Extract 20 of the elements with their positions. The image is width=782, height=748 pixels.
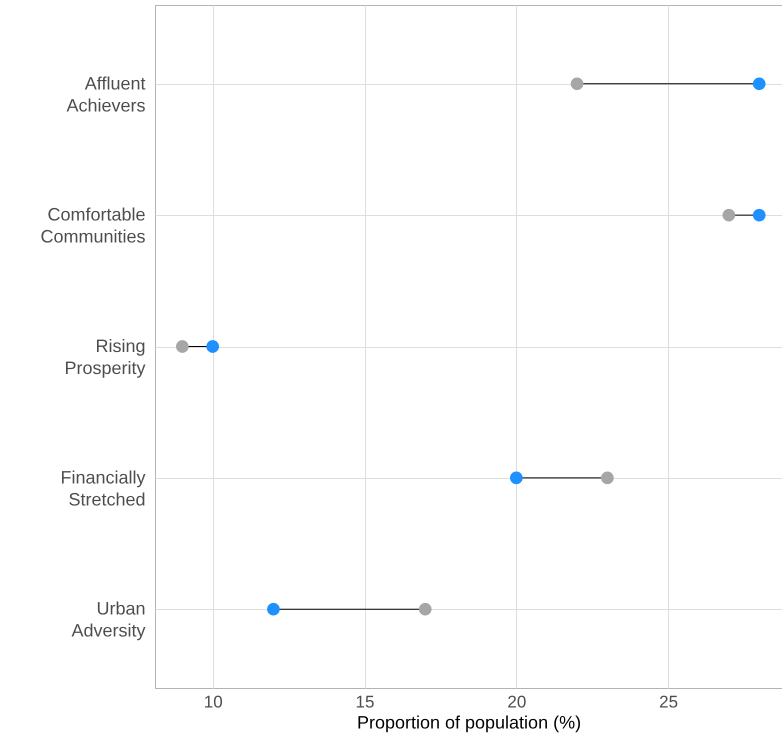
point bbox=[752, 77, 766, 90]
point bbox=[418, 602, 432, 616]
y-tick-label: Urban Adversity bbox=[71, 598, 146, 641]
point bbox=[176, 340, 189, 353]
y-tick-label: Rising Prosperity bbox=[64, 336, 146, 378]
y-tick-label: Comfortable Communities bbox=[40, 204, 146, 247]
point bbox=[510, 472, 523, 484]
point bbox=[752, 208, 766, 222]
point bbox=[570, 77, 584, 90]
point bbox=[601, 472, 614, 484]
x-tick-label: 10 bbox=[204, 692, 223, 712]
x-tick-label: 25 bbox=[659, 692, 678, 712]
y-tick-label: Affluent Achievers bbox=[66, 73, 146, 116]
point bbox=[722, 208, 736, 222]
point bbox=[267, 602, 280, 616]
x-tick-label: 20 bbox=[507, 692, 526, 712]
x-tick-label: 15 bbox=[356, 692, 374, 712]
point bbox=[206, 340, 220, 353]
y-tick-label: Financially Stretched bbox=[60, 467, 146, 510]
x-axis-title: Proportion of population (%) bbox=[356, 712, 582, 732]
